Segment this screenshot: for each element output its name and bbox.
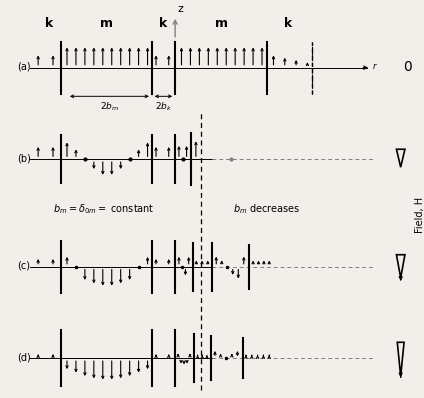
Text: Field, H: Field, H: [415, 197, 424, 233]
Text: 0: 0: [403, 60, 411, 74]
Text: k: k: [45, 17, 53, 30]
Text: (c): (c): [17, 261, 30, 271]
Text: z: z: [177, 4, 183, 14]
Text: $2b_m$: $2b_m$: [100, 100, 119, 113]
Text: k: k: [284, 17, 293, 30]
Text: r: r: [372, 62, 376, 71]
Text: m: m: [100, 17, 113, 30]
Text: (d): (d): [17, 352, 31, 363]
Text: m: m: [215, 17, 228, 30]
Text: $2b_k$: $2b_k$: [155, 100, 172, 113]
Text: $b_m$ decreases: $b_m$ decreases: [233, 202, 301, 216]
Text: $b_m = \delta_{0m} = $ constant: $b_m = \delta_{0m} = $ constant: [53, 202, 155, 216]
Text: (b): (b): [17, 153, 31, 164]
Text: k: k: [159, 17, 167, 30]
Text: (a): (a): [17, 62, 31, 72]
